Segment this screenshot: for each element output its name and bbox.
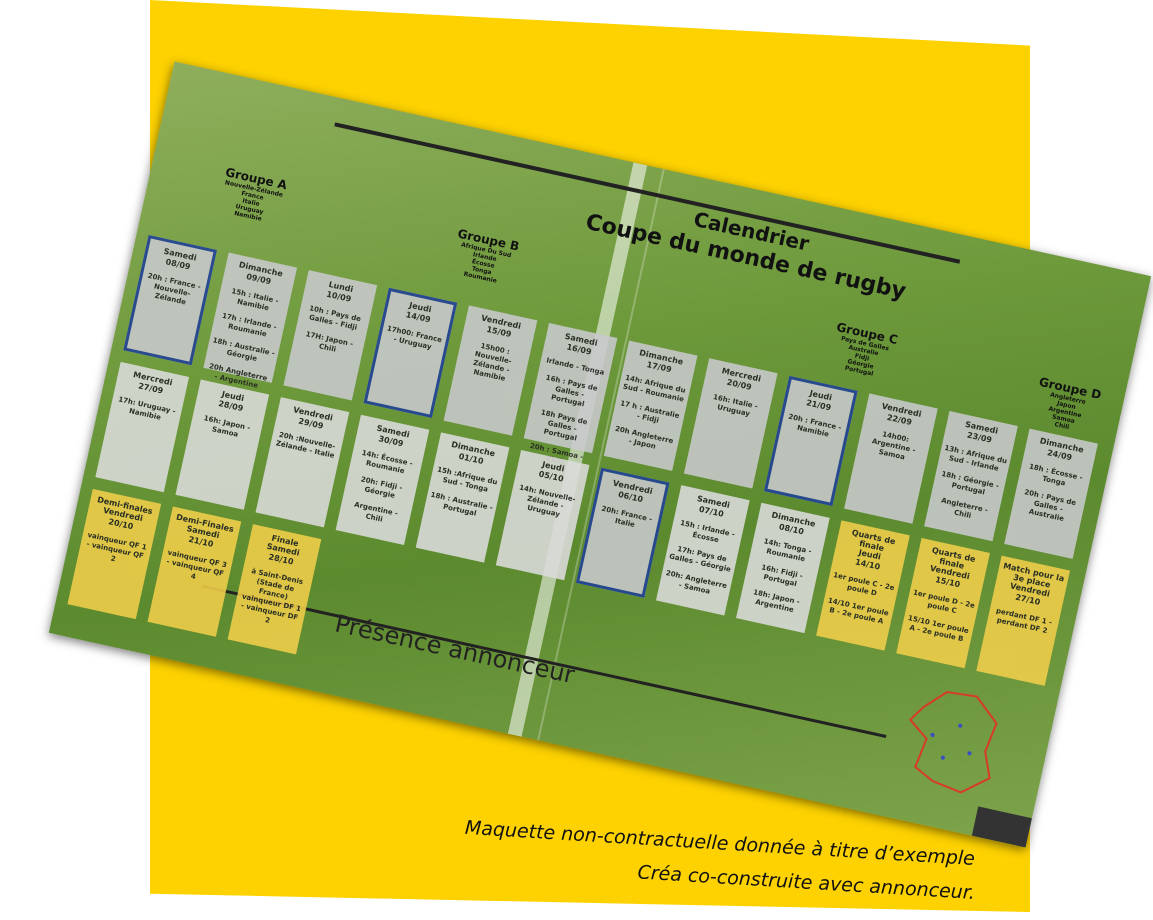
match: 15h : Italie - Namibie	[230, 287, 280, 313]
match-card: Vendredi 06/10 20h: France - Italie	[575, 467, 670, 598]
match: 14h: Tonga - Roumanie	[763, 537, 813, 564]
match: 17h: Pays de Galles - Géorgie	[668, 544, 732, 574]
match: 15/10 1er poule A - 2e poule B	[907, 614, 970, 644]
france-map	[908, 691, 998, 794]
match: 16h : Pays de Galles - Portugal	[545, 373, 599, 409]
match: 16h: Fidji - Portugal	[760, 563, 804, 589]
group: Groupe B Afrique Du Sud Irlande Écosse Tonga…	[435, 224, 533, 291]
advertiser: Présence annonceur	[332, 609, 578, 690]
match: 15h00 : Nouvelle-Zélande - Namibie	[472, 341, 513, 383]
match: 20h : France - Nouvelle-Zélande	[146, 271, 202, 307]
map-dot	[967, 751, 972, 756]
match-card: Dimanche 08/10 14h: Tonga - Roumanie 16h: F…	[736, 502, 830, 634]
match-card: Samedi 30/09 14h: Écosse - Roumanie 20h: Fi…	[335, 414, 430, 546]
match: 17h: Uruguay - Namibie	[117, 395, 177, 422]
match-card: Mercredi 27/09 17h: Uruguay - Namibie	[95, 361, 190, 493]
match-card: Dimanche 01/10 15h :Afrique du Sud - Tonga…	[415, 432, 510, 563]
map-dot	[930, 732, 935, 737]
match-card: Jeudi 21/09 20h : France - Namibie	[763, 375, 858, 507]
map-outline	[908, 691, 998, 794]
match: 17H: Japon - Chili	[304, 330, 354, 354]
match: 18h Pays de Galles - Portugal	[540, 408, 589, 443]
match: 10h : Pays de Galles - Fidji	[308, 304, 362, 332]
group: Groupe C Pays de Galles Australie Fidji Géor…	[814, 317, 912, 384]
match-card: Lundi 10/09 10h : Pays de Galles - Fidji 17…	[283, 270, 378, 401]
match: à Saint-Denis (Stade de France) vainqueu…	[240, 566, 304, 625]
match: 17 h : Australie - Fidji	[619, 399, 681, 425]
match-card: Samedi 08/09 20h : France - Nouvelle-Zélan…	[123, 234, 217, 366]
match-card: Vendredi 22/09 14h00: Argentine - Samoa	[844, 393, 938, 524]
match: 20h Angleterre - Japon	[614, 424, 675, 451]
match-card: Dimanche 17/09 14h: Afrique du Sud - Rouma…	[603, 340, 698, 471]
match-card: Demi-finales Vendredi 20/10 vainqueur QF 1 …	[67, 488, 162, 620]
match: vainqueur QF 3 - vainqueur QF 4	[165, 548, 228, 581]
match: 18h: Japon - Argentine	[752, 588, 801, 615]
match-card: Samedi 23/09 13h : Afrique du Sud - Irland…	[924, 411, 1018, 542]
match: 14h: Nouvelle-Zélande - Uruguay	[518, 483, 577, 519]
match-card: Match pour la 3e place Vendredi 27/10 perda…	[976, 555, 1071, 686]
match-card: Demi-Finales Samedi 21/10 vainqueur QF 3 - …	[147, 506, 242, 637]
match: 14h: Afrique du Sud - Roumanie	[622, 373, 687, 404]
match: 1er poule C - 2e poule D	[832, 571, 896, 598]
match: 20h : France - Namibie	[787, 412, 843, 439]
match-card: Finale Samedi 28/10 à Saint-Denis (Stade de…	[227, 524, 322, 655]
match: 14/10 1er poule B - 2e poule A	[827, 596, 890, 626]
match-card: Vendredi 29/09 20h :Nouvelle-Zélande - Ita…	[255, 397, 350, 528]
match: perdant DF 1 - perdant DF 2	[995, 606, 1053, 636]
match-card: Quarts de finale Vendredi 15/10 1er poule D…	[896, 538, 990, 669]
match: 18h : Écosse - Tonga	[1028, 462, 1084, 488]
match-card: Samedi 07/10 15h : Irlande - Écosse 17h: Pa…	[655, 485, 750, 616]
match-card: Dimanche 09/09 15h : Italie - Namibie 17h :…	[203, 252, 298, 390]
poster: Calendrier Coupe du monde de rugby Prése…	[48, 61, 1152, 848]
match: 16h: Italie - Uruguay	[712, 393, 759, 419]
match: 16h: Japon - Samoa	[203, 414, 252, 439]
match: Angleterre - Chili	[940, 496, 989, 521]
match: vainqueur QF 1 - vainqueur QF 2	[85, 530, 148, 564]
match: 20h: France - Italie	[600, 504, 653, 530]
match: 18h : Australie - Géorgie	[211, 336, 276, 364]
match: 20h: Fidji - Géorgie	[360, 475, 404, 500]
group: Groupe A Nouvelle-Zélande France Italie Urug…	[203, 162, 301, 229]
match: Argentine - Chili	[353, 500, 399, 524]
match: 18h : Géorgie - Portugal	[940, 469, 1000, 497]
match: 17h00: France - Uruguay	[386, 324, 443, 352]
match: 20h :Nouvelle-Zélande - Italie	[275, 430, 336, 460]
match-card: Quarts de finale Jeudi 14/10 1er poule C - …	[816, 520, 910, 651]
match: 13h : Afrique du Sud - Irlande	[943, 443, 1008, 473]
match-card: Vendredi 15/09 15h00 : Nouvelle-Zélande - …	[443, 305, 538, 436]
map-dot	[958, 723, 963, 728]
match: 15h :Afrique du Sud - Tonga	[436, 465, 499, 494]
match: 1er poule D - 2e poule C	[912, 588, 976, 616]
match: 14h00: Argentine - Samoa	[871, 430, 917, 462]
match: 20h: Angleterre - Samoa	[665, 569, 728, 596]
match: 15h : Irlande - Écosse	[679, 518, 736, 545]
match: 20h : Pays de Galles - Australie	[1023, 488, 1077, 523]
match-card: Jeudi 28/09 16h: Japon - Samoa	[175, 379, 270, 510]
match: 14h: Écosse - Roumanie	[360, 448, 414, 476]
match-card: Jeudi 14/09 17h00: France - Uruguay	[363, 287, 458, 419]
match-card: Dimanche 24/09 18h : Écosse - Tonga 20h : P…	[1004, 428, 1098, 559]
map-dot	[940, 755, 945, 760]
match-card: Mercredi 20/09 16h: Italie - Uruguay	[683, 358, 778, 489]
match: 17h : Irlande - Roumanie	[221, 311, 278, 339]
match: 18h : Australie - Portugal	[429, 490, 494, 518]
